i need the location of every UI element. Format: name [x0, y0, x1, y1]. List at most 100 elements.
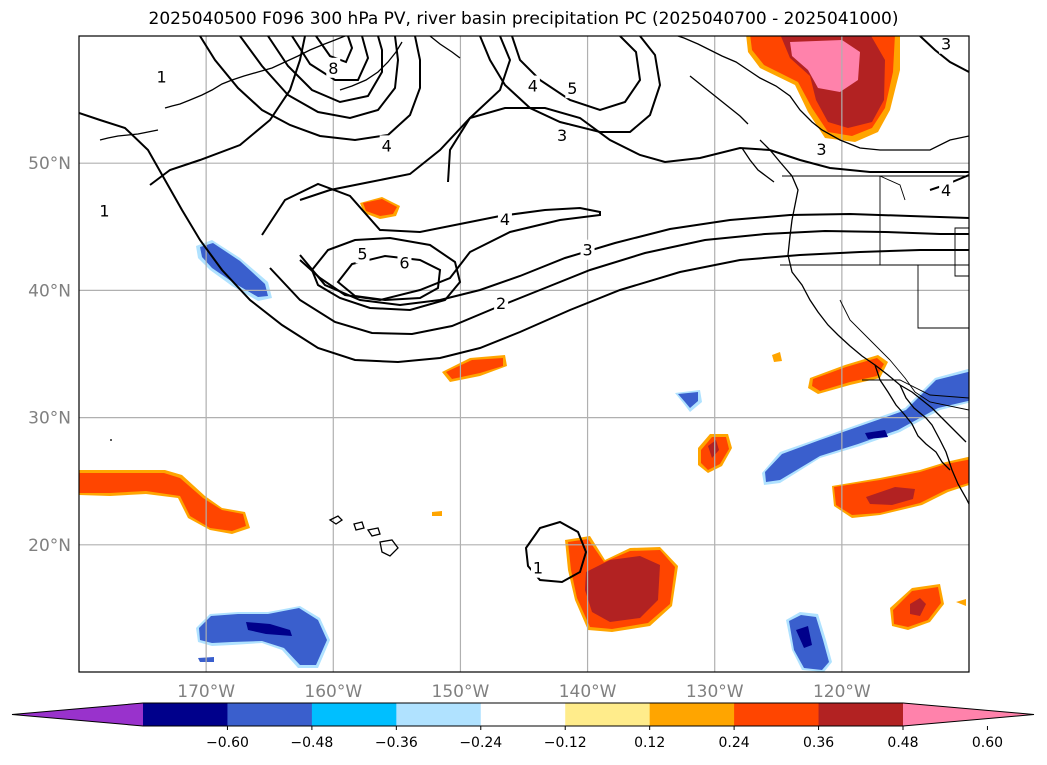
pv-contour-label-text: 3 [816, 140, 826, 159]
colorbar-segment [227, 703, 313, 726]
pv-contour-label-halo [939, 36, 954, 54]
longitude-ticks: 170°W 160°W 150°W 140°W 130°W 120°W [177, 682, 871, 702]
precip-patch-far-west [79, 470, 250, 534]
pv-contour-label-halo [154, 66, 169, 87]
pv-contour-label-halo [355, 243, 370, 264]
colorbar-tick-label: 0.36 [803, 735, 834, 751]
pv-contour-label-text: 8 [328, 59, 338, 78]
pv-contour-label: 4 [497, 209, 512, 230]
pv-contour-label: 3 [939, 35, 954, 54]
map-area: 1 1 8 4 4 5 6 3 2 4 5 3 3 3 4 1 [79, 35, 969, 672]
lon-tick-label: 160°W [304, 682, 362, 702]
precip-patch-tiny-hawaii [432, 511, 442, 516]
pv-contour-label: 4 [525, 75, 540, 96]
colorbar-outline [11, 702, 1035, 727]
colorbar-tick-label: −0.60 [206, 735, 249, 751]
pv-contour-label-text: 4 [500, 210, 510, 229]
colorbar-segment [480, 703, 566, 726]
pv-contour-2 [269, 229, 969, 336]
pv-contour-label-text: 3 [582, 241, 592, 260]
colorbar-segment [818, 703, 904, 726]
lat-tick-label: 50°N [28, 154, 71, 174]
colorbar-segment [734, 703, 820, 726]
colorbar-segment [311, 703, 397, 726]
colorbar-tick-label: −0.48 [290, 735, 333, 751]
pv-contour-label-halo [494, 293, 509, 314]
pv-contour-labels: 1 1 8 4 4 5 6 3 2 4 5 3 3 3 4 1 [97, 35, 954, 578]
pv-contour-alaska-4 [199, 36, 421, 142]
pv-contour-central-3 [447, 107, 969, 183]
pv-contour-alaska-6 [267, 36, 383, 104]
pv-contour-label-halo [939, 179, 954, 200]
pv-contour-4 [261, 182, 601, 302]
pv-contour-label-halo [397, 252, 412, 273]
lon-tick-label: 120°W [813, 682, 871, 702]
pv-contour-label-halo [497, 209, 512, 230]
precip-patch-pacific-northwest [746, 36, 900, 142]
colorbar-segment [143, 703, 228, 726]
lat-tick-label: 30°N [28, 409, 71, 429]
lat-tick-label: 20°N [28, 536, 71, 556]
coastlines [99, 36, 969, 557]
pv-contour-label-text: 3 [557, 126, 567, 145]
pv-contour-5 [310, 236, 462, 312]
lon-tick-label: 140°W [559, 682, 617, 702]
pv-contour-label-halo [530, 557, 545, 578]
precip-patch-mexico-positive [832, 456, 969, 518]
pv-contour-label-halo [525, 75, 540, 96]
pv-contour-label-text: 4 [941, 181, 951, 200]
pv-contour-label-halo [814, 139, 829, 160]
precip-patch-tiny-positive [772, 352, 782, 362]
precip-patch-california-coast [808, 355, 888, 394]
pv-contour-label-halo [565, 78, 580, 99]
pv-contour-label-text: 5 [357, 245, 367, 264]
pv-contour-central-4 [299, 36, 512, 201]
pv-contour-label: 4 [379, 135, 394, 156]
pv-contour-label: 2 [494, 293, 509, 314]
pv-contour-label: 5 [565, 78, 580, 99]
precip-patch-small-negative [675, 390, 702, 412]
pv-contour-label: 1 [530, 557, 545, 578]
colorbar-segment [565, 703, 651, 726]
pv-contour-alaska-7 [291, 36, 370, 81]
lon-tick-label: 130°W [686, 682, 744, 702]
pv-contour-4-east [479, 36, 662, 133]
pv-contour-label-halo [326, 57, 341, 78]
pv-contour-label-text: 1 [533, 559, 543, 578]
colorbar-extend-high [903, 703, 1034, 726]
precip-patch-baja-negative [762, 368, 969, 485]
pv-contour-label: 1 [97, 200, 112, 221]
pv-contour-label: 3 [814, 139, 829, 160]
colorbar-tick-label: 0.12 [634, 735, 665, 751]
colorbar-tick-label: −0.24 [459, 735, 502, 751]
colorbar-tick-label: 0.60 [972, 735, 1003, 751]
pv-contour-label-halo [379, 135, 394, 156]
precip-patch-southeast-negative [786, 612, 832, 672]
map-frame [78, 35, 970, 673]
latitude-ticks: 50°N 40°N 30°N 20°N [28, 154, 71, 556]
pv-contour-label-text: 1 [157, 68, 167, 87]
pv-contour-alaska-5 [239, 36, 400, 120]
pv-contour-label-halo [97, 200, 112, 221]
country-borders [780, 175, 969, 411]
pv-contour-3-ne [919, 36, 969, 73]
colorbar: −0.60 −0.48 −0.36 −0.24 −0.12 0.12 0.24 0.36 0.4… [11, 702, 1035, 751]
pv-contour-label: 8 [326, 57, 341, 78]
pv-contour-alaska-8 [315, 36, 354, 64]
pv-contour-label: 6 [397, 252, 412, 273]
precip-patches [79, 36, 969, 672]
pv-contour-label-text: 3 [941, 35, 951, 54]
pv-contour-label-text: 1 [99, 201, 109, 220]
precip-patch-central-north [360, 197, 400, 219]
pv-contour-label: 5 [355, 243, 370, 264]
pv-contours [79, 36, 969, 584]
pv-contour-5-east [511, 36, 642, 112]
precip-patch-southeast-small [890, 584, 944, 630]
pv-contour-3 [299, 212, 969, 307]
pv-contour-label-text: 5 [567, 79, 577, 98]
colorbar-tick-label: 0.48 [887, 735, 918, 751]
pv-contour-label-text: 2 [496, 294, 506, 313]
colorbar-segment [649, 703, 735, 726]
colorbar-tick-label: −0.12 [544, 735, 587, 751]
